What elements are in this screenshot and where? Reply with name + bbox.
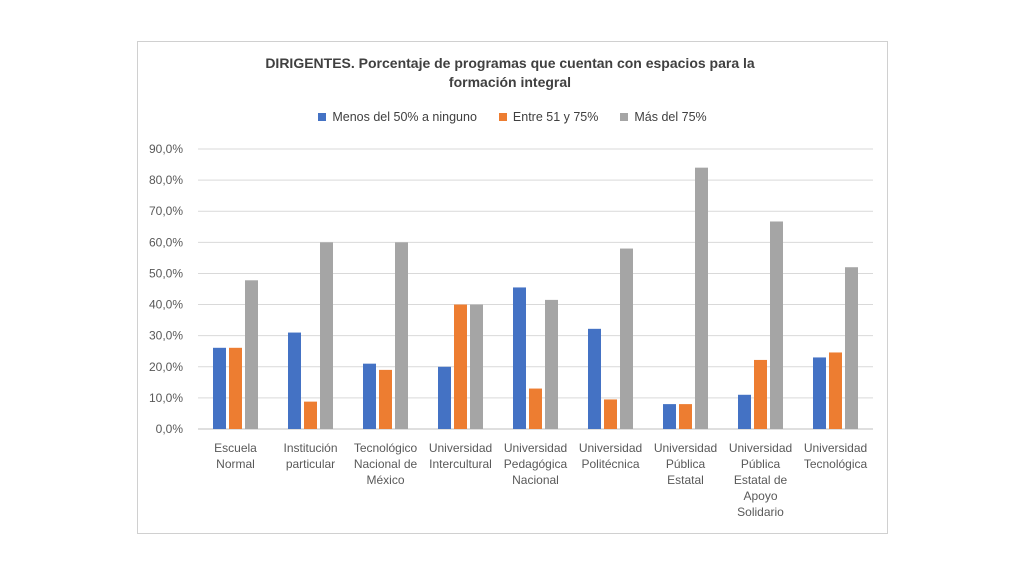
- bar: [395, 242, 408, 429]
- bar: [604, 399, 617, 429]
- x-category-label: Universidad: [654, 441, 717, 455]
- bar: [288, 332, 301, 429]
- bar: [679, 404, 692, 429]
- legend-label-series-3: Más del 75%: [634, 110, 707, 124]
- legend-item-series-3: Más del 75%: [620, 110, 707, 124]
- x-category-label: Universidad: [429, 441, 492, 455]
- bar: [529, 388, 542, 429]
- legend-swatch-series-1: [318, 113, 327, 121]
- x-category-label: Pública: [741, 457, 781, 471]
- bar: [513, 287, 526, 429]
- x-category-label: Nacional de: [354, 457, 418, 471]
- bar: [620, 248, 633, 429]
- y-tick-label: 30,0%: [149, 329, 183, 343]
- y-tick-label: 60,0%: [149, 235, 183, 249]
- x-category-label: Pública: [666, 457, 706, 471]
- bar: [845, 267, 858, 429]
- x-category-label: Tecnológico: [354, 441, 418, 455]
- x-category-label: Politécnica: [581, 457, 639, 471]
- x-category-label: Estatal de: [734, 473, 788, 487]
- bar: [245, 280, 258, 429]
- y-tick-label: 10,0%: [149, 391, 183, 405]
- x-category-label: Solidario: [737, 505, 784, 519]
- bar: [379, 369, 392, 429]
- y-tick-label: 40,0%: [149, 298, 183, 312]
- bar: [320, 242, 333, 429]
- bar: [438, 366, 451, 429]
- bar: [754, 359, 767, 429]
- x-category-label: Tecnológica: [804, 457, 868, 471]
- y-tick-label: 90,0%: [149, 142, 183, 156]
- legend-item-series-2: Entre 51 y 75%: [498, 110, 599, 124]
- chart-title: DIRIGENTES. Porcentaje de programas que …: [265, 55, 755, 90]
- x-category-label: Institución: [283, 441, 337, 455]
- y-tick-label: 80,0%: [149, 173, 183, 187]
- chart-frame: DIRIGENTES. Porcentaje de programas que …: [137, 41, 888, 534]
- y-tick-label: 70,0%: [149, 204, 183, 218]
- bar: [363, 363, 376, 429]
- bar: [588, 328, 601, 429]
- x-category-label: Universidad: [579, 441, 642, 455]
- x-category-label: Normal: [216, 457, 255, 471]
- bar: [829, 352, 842, 429]
- x-category-label: Escuela: [214, 441, 257, 455]
- x-category-label: México: [366, 473, 404, 487]
- x-category-label: Universidad: [804, 441, 867, 455]
- x-category-label: Nacional: [512, 473, 559, 487]
- bar: [813, 357, 826, 429]
- bar: [695, 167, 708, 429]
- bar: [213, 347, 226, 429]
- bar: [470, 304, 483, 429]
- x-category-label: Universidad: [729, 441, 792, 455]
- bar: [545, 299, 558, 429]
- bar: [229, 347, 242, 429]
- legend-item-series-1: Menos del 50% a ninguno: [318, 110, 477, 124]
- x-category-label: Pedagógica: [504, 457, 568, 471]
- x-category-label: Apoyo: [743, 489, 777, 503]
- y-tick-label: 20,0%: [149, 360, 183, 374]
- legend-swatch-series-2: [498, 113, 507, 121]
- x-category-label: Estatal: [667, 473, 704, 487]
- y-tick-label: 0,0%: [156, 422, 184, 436]
- bar: [738, 394, 751, 429]
- bar: [770, 221, 783, 429]
- x-category-label: Universidad: [504, 441, 567, 455]
- y-tick-label: 50,0%: [149, 266, 183, 280]
- x-category-label: Intercultural: [429, 457, 492, 471]
- legend-label-series-2: Entre 51 y 75%: [512, 110, 599, 124]
- plot-area: 0,0% 10,0% 20,0% 30,0% 40,0% 50,0% 60,0% 70,0% 8…: [149, 142, 873, 519]
- x-category-label: particular: [286, 457, 335, 471]
- legend-swatch-series-3: [620, 113, 629, 121]
- bar: [304, 401, 317, 429]
- legend-label-series-1: Menos del 50% a ninguno: [332, 110, 477, 124]
- bar: [454, 304, 467, 429]
- bar: [663, 404, 676, 429]
- legend: Menos del 50% a ninguno Entre 51 y 75% M…: [138, 110, 887, 124]
